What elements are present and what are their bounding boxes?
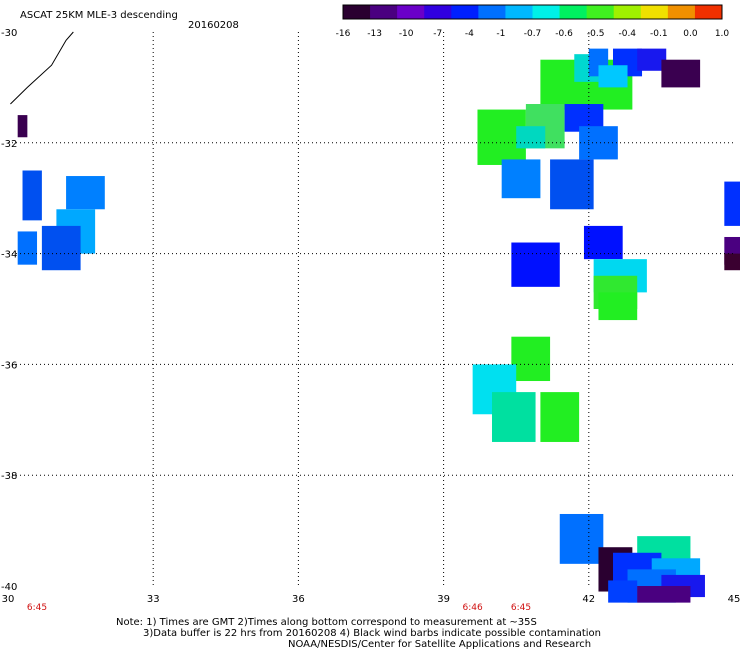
- time-label: 6:46: [463, 603, 483, 613]
- colorbar-swatch: [613, 5, 642, 19]
- colorbar-swatch: [532, 5, 561, 19]
- colorbar-tick-label: -16: [336, 29, 351, 39]
- coastline: [10, 31, 74, 105]
- x-tick-label: 45: [728, 594, 740, 605]
- time-label: 6:45: [27, 603, 47, 613]
- colorbar-tick-label: -10: [399, 29, 414, 39]
- colorbar-svg: -16 -13 -10 -7 -4 -1 -0.7 -0.6 -0.5 -0.4 -0.1 0.0 1.…: [336, 4, 730, 39]
- y-tick-label: -36: [1, 360, 17, 371]
- colorbar-swatch: [343, 5, 371, 19]
- wind-cell: [516, 126, 546, 149]
- x-tick-label: 42: [582, 594, 595, 605]
- wind-cell: [17, 115, 28, 138]
- colorbar-tick-label: -0.6: [555, 29, 573, 39]
- product-title: ASCAT 25KM MLE-3 descending: [20, 10, 178, 21]
- wind-cell: [511, 336, 551, 382]
- wind-cell: [724, 253, 740, 271]
- y-tick-label: -32: [1, 139, 17, 150]
- note-line-2: 3)Data buffer is 22 hrs from 20160208 4)…: [143, 628, 601, 639]
- colorbar-tick-label: -0.4: [618, 29, 636, 39]
- colorbar-swatch: [451, 5, 479, 19]
- wind-cell: [637, 586, 691, 603]
- colorbar-tick-label: 0.0: [683, 29, 698, 39]
- wind-cell: [41, 225, 81, 271]
- wind-cell: [66, 176, 105, 210]
- x-tick-label: 36: [292, 594, 305, 605]
- wind-cell: [511, 242, 560, 287]
- colorbar-swatch: [586, 5, 615, 19]
- product-date: 20160208: [188, 20, 239, 31]
- note-line-3: NOAA/NESDIS/Center for Satellite Applica…: [288, 639, 592, 650]
- colorbar-tick-label: -4: [465, 29, 474, 39]
- y-tick-label: -34: [1, 250, 17, 261]
- colorbar-swatch: [640, 5, 669, 19]
- wind-cell: [637, 48, 667, 71]
- x-tick-label: 33: [147, 594, 160, 605]
- colorbar-swatch: [478, 5, 506, 19]
- colorbar-frame: [342, 4, 723, 20]
- note-line-1: Note: 1) Times are GMT 2)Times along bot…: [116, 617, 537, 628]
- x-tick-label: 39: [437, 594, 450, 605]
- colorbar-tick-label: -7: [433, 29, 442, 39]
- colorbar-tick-label: -13: [367, 29, 382, 39]
- wind-cell: [583, 225, 623, 260]
- wind-cell: [559, 513, 604, 564]
- wind-cell: [492, 392, 536, 442]
- colorbar-swatch: [424, 5, 452, 19]
- wind-cell: [540, 392, 580, 442]
- colorbar-swatch: [505, 5, 533, 19]
- wind-cell: [579, 126, 618, 160]
- colorbar-tick-label: 1.0: [715, 29, 730, 39]
- wind-cell: [724, 181, 740, 226]
- colorbar-tick-label: -0.5: [587, 29, 605, 39]
- time-label: 6:45: [511, 603, 531, 613]
- colorbar-swatch: [667, 5, 696, 19]
- y-tick-label: -40: [1, 582, 17, 593]
- y-tick-label: -38: [1, 471, 17, 482]
- map-svg: 30 33 36 39 42 45 -30 -32 -34 -36 -38 -40 6:45 6:46 6:…: [1, 28, 740, 613]
- wind-cell: [598, 65, 628, 88]
- colorbar-swatch: [370, 5, 398, 19]
- colorbar-swatch: [559, 5, 588, 19]
- x-tick-label: 30: [2, 594, 15, 605]
- wind-cell: [22, 170, 42, 221]
- colorbar-tick-label: -0.7: [524, 29, 542, 39]
- colorbar-swatch: [694, 5, 723, 19]
- wind-cell: [598, 292, 638, 321]
- colorbar-tick-label: -0.1: [650, 29, 668, 39]
- y-tick-label: -30: [1, 28, 17, 39]
- wind-cell: [501, 159, 541, 199]
- colorbar-tick-label: -1: [496, 29, 505, 39]
- wind-cell: [17, 231, 38, 265]
- wind-cell: [608, 580, 638, 603]
- wind-cell: [550, 159, 594, 210]
- wind-cell: [661, 59, 701, 88]
- colorbar-swatch: [397, 5, 425, 19]
